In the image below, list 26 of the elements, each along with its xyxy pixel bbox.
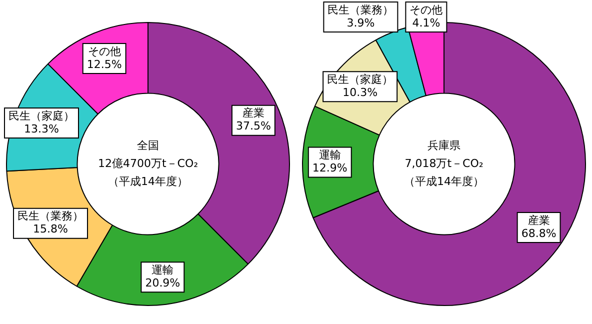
data-label: 20.9% bbox=[145, 276, 180, 290]
slice-label: その他 bbox=[88, 44, 121, 58]
data-label: 12.9% bbox=[312, 162, 348, 175]
text: 7,018万t－CO₂ bbox=[404, 156, 484, 170]
text: 兵庫県 bbox=[428, 138, 460, 152]
data-label: 10.3% bbox=[342, 86, 378, 100]
text: （平成14年度） bbox=[108, 174, 188, 188]
slice-label: 民生（業務） bbox=[18, 210, 84, 223]
text: 全国 bbox=[137, 138, 159, 152]
slice-label: 民生（業務） bbox=[328, 3, 394, 16]
data-label: 15.8% bbox=[33, 222, 68, 236]
data-label: 13.3% bbox=[24, 122, 59, 136]
data-label: 3.9% bbox=[346, 16, 375, 30]
data-label: 68.8% bbox=[521, 226, 556, 240]
slice-label: 民生（家庭） bbox=[327, 73, 394, 86]
data-label: 4.1% bbox=[412, 16, 440, 30]
slice-label: 産業 bbox=[528, 214, 550, 227]
data-label: 37.5% bbox=[236, 120, 271, 133]
text: （平成14年度） bbox=[404, 174, 484, 188]
slice-label: 産業 bbox=[242, 106, 264, 120]
text: 12億4700万t－CO₂ bbox=[98, 156, 198, 170]
slice-label: その他 bbox=[410, 3, 443, 16]
slice-label: 運輸 bbox=[318, 148, 341, 162]
slice-label: 運輸 bbox=[152, 264, 174, 277]
slice-label: 民生（家庭） bbox=[8, 109, 74, 122]
data-label: 12.5% bbox=[86, 58, 122, 71]
